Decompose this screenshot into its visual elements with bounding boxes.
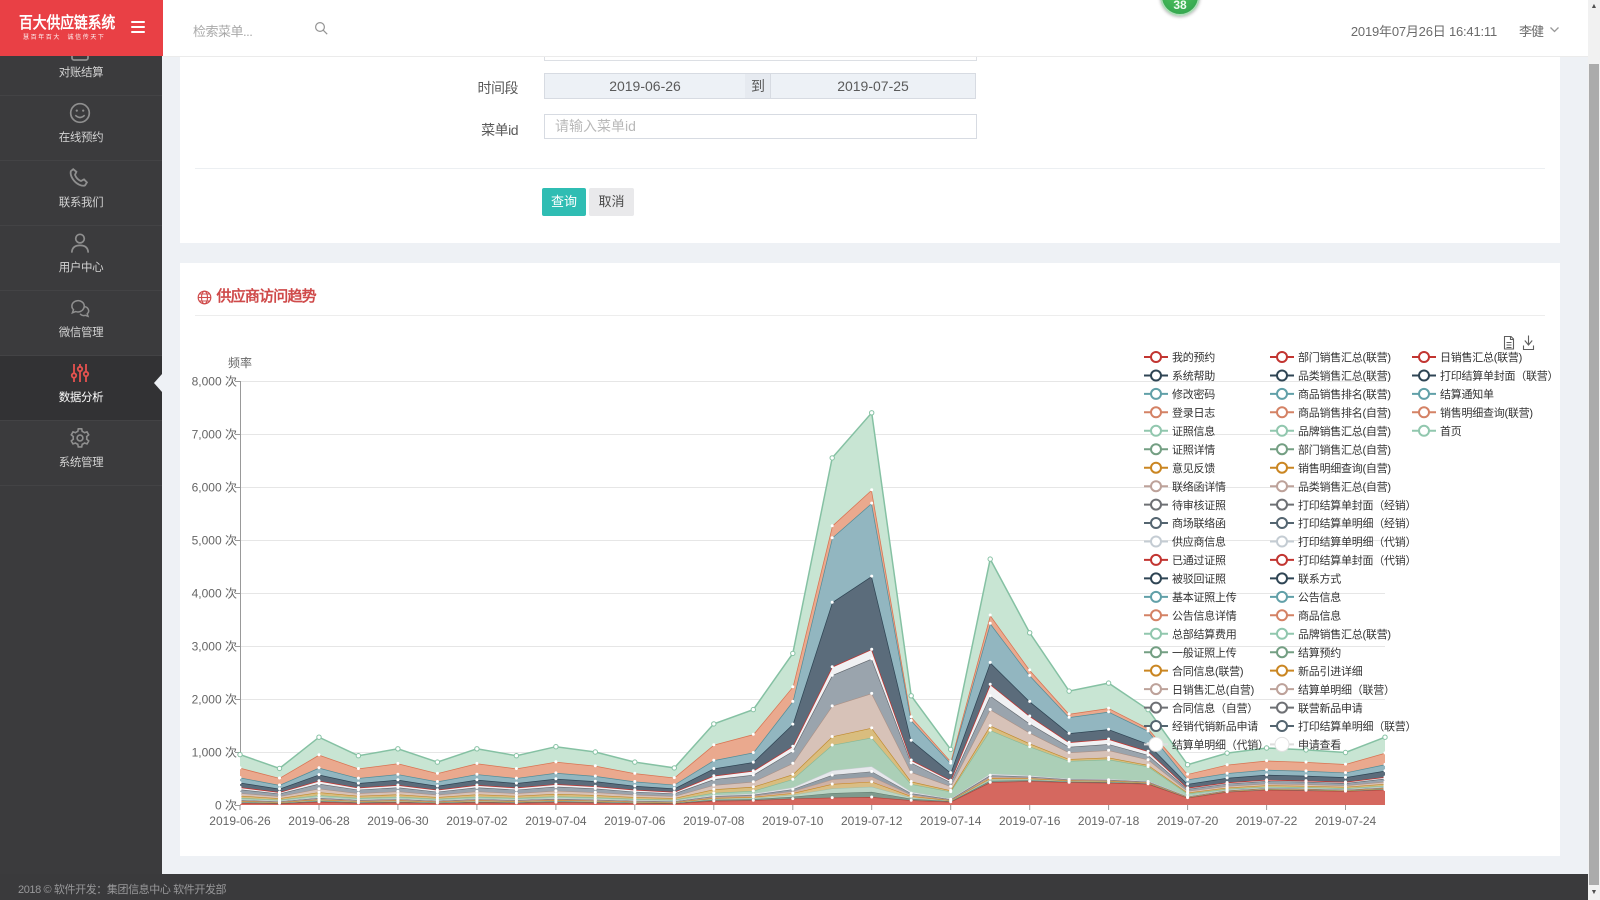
svg-text:2019-07-22: 2019-07-22 <box>1236 814 1298 828</box>
svg-text:证照详情: 证照详情 <box>1172 442 1215 456</box>
svg-text:商品销售排名(自营): 商品销售排名(自营) <box>1298 406 1391 420</box>
svg-text:首页: 首页 <box>1440 424 1462 438</box>
svg-text:打印结算单封面（联营）: 打印结算单封面（联营） <box>1440 369 1558 383</box>
svg-text:申请查看: 申请查看 <box>1298 738 1341 752</box>
svg-text:部门销售汇总(联营): 部门销售汇总(联营) <box>1298 350 1391 364</box>
svg-text:2019-06-30: 2019-06-30 <box>367 814 429 828</box>
svg-text:4,000 次: 4,000 次 <box>192 587 237 601</box>
svg-text:2,000 次: 2,000 次 <box>192 693 237 707</box>
svg-text:打印结算单明细（经销）: 打印结算单明细（经销） <box>1298 516 1416 530</box>
svg-text:商品信息: 商品信息 <box>1298 609 1341 623</box>
svg-text:2019-07-24: 2019-07-24 <box>1315 814 1377 828</box>
svg-text:商场联络函: 商场联络函 <box>1172 516 1226 530</box>
svg-text:品牌销售汇总(自营): 品牌销售汇总(自营) <box>1298 424 1391 438</box>
svg-text:证照信息: 证照信息 <box>1172 424 1215 438</box>
svg-text:打印结算单封面（经销）: 打印结算单封面（经销） <box>1298 498 1416 512</box>
svg-text:2019-07-18: 2019-07-18 <box>1078 814 1140 828</box>
svg-text:结算单明细（联营）: 结算单明细（联营） <box>1298 682 1395 696</box>
svg-text:待审核证照: 待审核证照 <box>1172 498 1226 512</box>
svg-text:1,000 次: 1,000 次 <box>192 746 237 760</box>
svg-text:结算通知单: 结算通知单 <box>1440 387 1494 401</box>
svg-text:3,000 次: 3,000 次 <box>192 640 237 654</box>
svg-text:我的预约: 我的预约 <box>1172 350 1215 364</box>
svg-text:8,000 次: 8,000 次 <box>192 375 237 389</box>
svg-text:被驳回证照: 被驳回证照 <box>1172 573 1226 586</box>
svg-text:合同信息(联营): 合同信息(联营) <box>1172 664 1243 678</box>
svg-text:2019-07-02: 2019-07-02 <box>446 814 508 828</box>
svg-text:部门销售汇总(自营): 部门销售汇总(自营) <box>1298 442 1391 456</box>
svg-text:经销代销新品申请: 经销代销新品申请 <box>1172 719 1258 733</box>
svg-text:2019-07-12: 2019-07-12 <box>841 814 903 828</box>
svg-text:联络函详情: 联络函详情 <box>1172 479 1226 493</box>
svg-text:打印结算单封面（代销）: 打印结算单封面（代销） <box>1298 553 1416 567</box>
svg-text:结算单明细（代销）: 结算单明细（代销） <box>1172 738 1269 752</box>
svg-text:基本证照上传: 基本证照上传 <box>1172 590 1237 604</box>
svg-text:打印结算单明细（代销）: 打印结算单明细（代销） <box>1298 535 1416 549</box>
svg-text:2019-06-26: 2019-06-26 <box>209 814 271 828</box>
svg-text:品类销售汇总(联营): 品类销售汇总(联营) <box>1298 369 1391 383</box>
svg-text:商品销售排名(联营): 商品销售排名(联营) <box>1298 387 1391 401</box>
svg-text:2019-07-06: 2019-07-06 <box>604 814 666 828</box>
svg-text:2019-07-14: 2019-07-14 <box>920 814 982 828</box>
svg-text:7,000 次: 7,000 次 <box>192 428 237 442</box>
svg-text:品牌销售汇总(联营): 品牌销售汇总(联营) <box>1298 627 1391 641</box>
svg-text:2019-07-20: 2019-07-20 <box>1157 814 1219 828</box>
svg-text:联营新品申请: 联营新品申请 <box>1298 701 1363 715</box>
svg-text:公告信息详情: 公告信息详情 <box>1172 609 1237 623</box>
svg-text:品类销售汇总(自营): 品类销售汇总(自营) <box>1298 479 1391 493</box>
svg-text:2019-07-10: 2019-07-10 <box>762 814 824 828</box>
svg-text:2019-07-16: 2019-07-16 <box>999 814 1061 828</box>
svg-text:5,000 次: 5,000 次 <box>192 534 237 548</box>
svg-text:意见反馈: 意见反馈 <box>1172 461 1215 475</box>
svg-text:2019-06-28: 2019-06-28 <box>288 814 350 828</box>
svg-text:总部结算费用: 总部结算费用 <box>1172 627 1237 641</box>
svg-text:系统帮助: 系统帮助 <box>1172 369 1215 383</box>
svg-text:日销售汇总(联营): 日销售汇总(联营) <box>1440 350 1522 364</box>
svg-text:修改密码: 修改密码 <box>1172 387 1215 401</box>
svg-text:6,000 次: 6,000 次 <box>192 481 237 495</box>
svg-text:打印结算单明细（联营）: 打印结算单明细（联营） <box>1298 719 1416 733</box>
svg-text:销售明细查询(联营): 销售明细查询(联营) <box>1440 406 1533 420</box>
svg-text:联系方式: 联系方式 <box>1298 572 1341 586</box>
svg-text:结算预约: 结算预约 <box>1298 645 1341 659</box>
svg-text:频率: 频率 <box>228 355 252 370</box>
svg-text:销售明细查询(自营): 销售明细查询(自营) <box>1298 461 1391 475</box>
svg-text:日销售汇总(自营): 日销售汇总(自营) <box>1172 682 1254 696</box>
svg-text:公告信息: 公告信息 <box>1298 590 1341 604</box>
svg-text:2019-07-08: 2019-07-08 <box>683 814 745 828</box>
svg-text:供应商信息: 供应商信息 <box>1172 535 1226 549</box>
svg-text:新品引进详细: 新品引进详细 <box>1298 664 1363 678</box>
svg-text:登录日志: 登录日志 <box>1172 406 1215 420</box>
svg-text:2019-07-04: 2019-07-04 <box>525 814 587 828</box>
svg-text:一般证照上传: 一般证照上传 <box>1172 646 1237 659</box>
svg-text:已通过证照: 已通过证照 <box>1172 554 1226 567</box>
svg-text:合同信息（自营）: 合同信息（自营） <box>1172 701 1258 715</box>
svg-text:0 次: 0 次 <box>215 799 237 813</box>
